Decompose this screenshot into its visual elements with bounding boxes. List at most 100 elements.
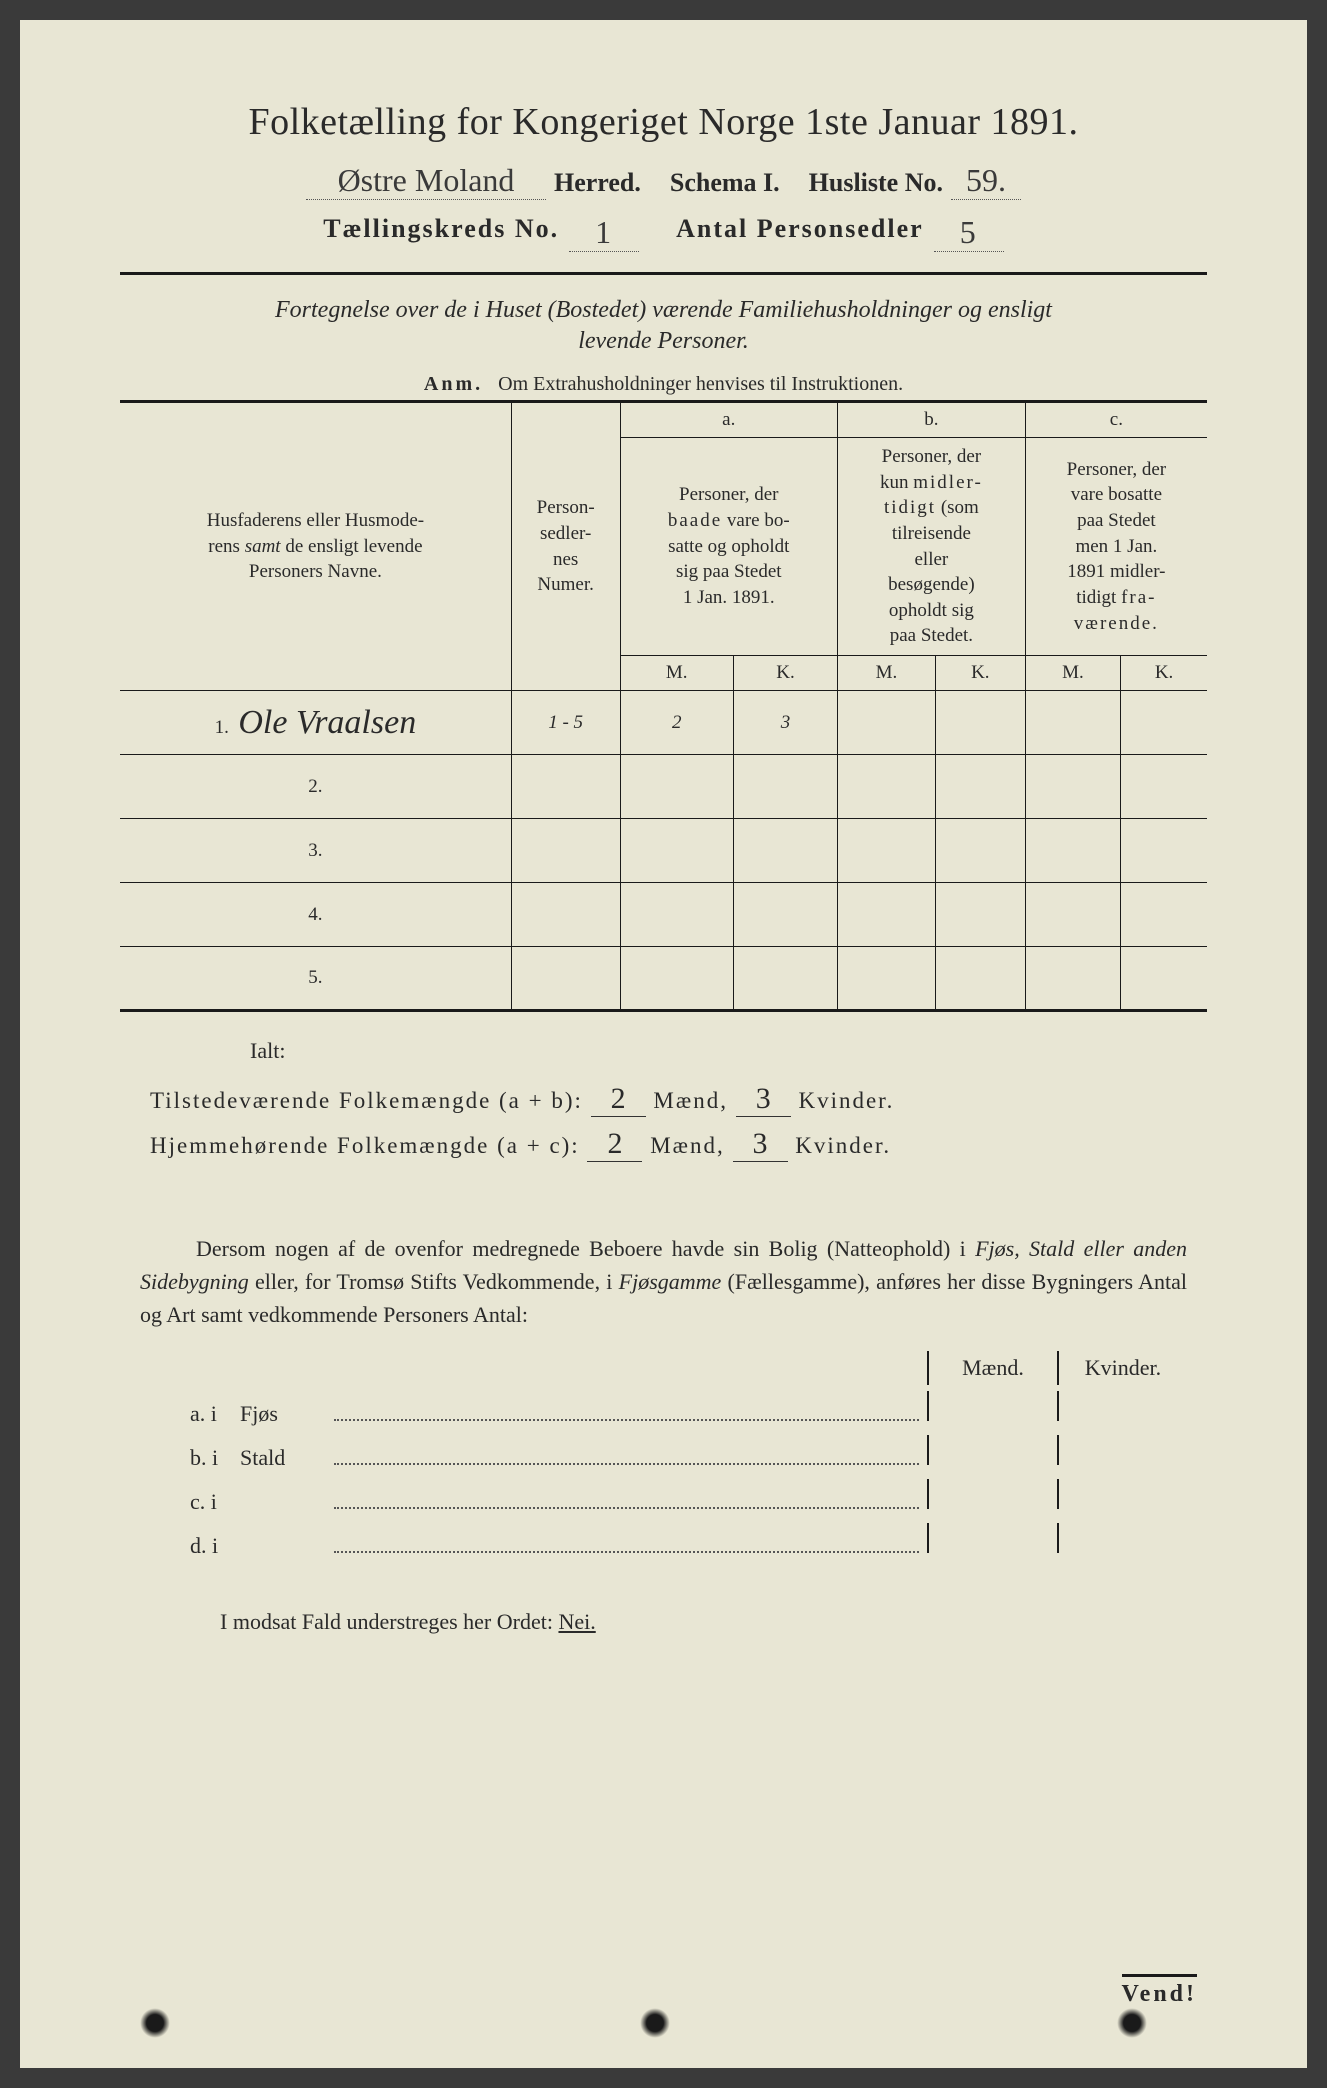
page-title: Folketælling for Kongeriget Norge 1ste J… bbox=[120, 100, 1207, 144]
side-type: Stald bbox=[240, 1445, 330, 1471]
dots bbox=[334, 1463, 919, 1465]
side-m bbox=[927, 1391, 1057, 1421]
row-ak: 3 bbox=[733, 691, 837, 755]
hdr-names: Husfaderens eller Husmode-rens samt de e… bbox=[120, 402, 511, 691]
paragraph: Dersom nogen af de ovenfor medregnede Be… bbox=[140, 1232, 1187, 1331]
side-m bbox=[927, 1479, 1057, 1509]
maend-label: Mænd, bbox=[653, 1088, 728, 1113]
row-cm bbox=[1025, 691, 1120, 755]
hdr-ck: K. bbox=[1121, 656, 1207, 691]
side-k bbox=[1057, 1435, 1187, 1465]
totals-row-1: Tilstedeværende Folkemængde (a + b): 2 M… bbox=[150, 1082, 1207, 1117]
side-k bbox=[1057, 1523, 1187, 1553]
side-type: Fjøs bbox=[240, 1401, 330, 1427]
row-ck bbox=[1121, 691, 1207, 755]
totals-row-2: Hjemmehørende Folkemængde (a + c): 2 Mæn… bbox=[150, 1127, 1207, 1162]
side-lab: a. i bbox=[190, 1401, 240, 1427]
table-row: 4. bbox=[120, 883, 1207, 947]
hdr-bk: K. bbox=[935, 656, 1025, 691]
table-row: 1. Ole Vraalsen 1 - 5 2 3 bbox=[120, 691, 1207, 755]
dots bbox=[334, 1419, 919, 1421]
anm-text: Om Extrahusholdninger henvises til Instr… bbox=[498, 373, 903, 395]
nei-line: I modsat Fald understreges her Ordet: Ne… bbox=[220, 1609, 1207, 1635]
row-name: 5. bbox=[120, 947, 511, 1011]
hdr-c-label: c. bbox=[1025, 402, 1207, 438]
ialt-label: Ialt: bbox=[250, 1038, 1207, 1064]
tot1-m: 2 bbox=[591, 1082, 646, 1117]
row-am: 2 bbox=[620, 691, 733, 755]
row-num: 1 - 5 bbox=[511, 691, 620, 755]
row-num bbox=[511, 883, 620, 947]
punch-hole bbox=[640, 2008, 670, 2038]
header-row-1: Østre Moland Herred. Schema I. Husliste … bbox=[120, 162, 1207, 200]
census-form-page: Folketælling for Kongeriget Norge 1ste J… bbox=[20, 20, 1307, 2068]
row-bm bbox=[838, 691, 936, 755]
side-k bbox=[1057, 1391, 1187, 1421]
nei-word: Nei. bbox=[558, 1609, 595, 1634]
side-lab: b. i bbox=[190, 1445, 240, 1471]
punch-hole bbox=[1117, 2008, 1147, 2038]
side-row: a. i Fjøs bbox=[190, 1391, 1187, 1427]
tot2-label: Hjemmehørende Folkemængde (a + c): bbox=[150, 1133, 580, 1158]
tot1-k: 3 bbox=[736, 1082, 791, 1117]
kreds-no: 1 bbox=[569, 214, 639, 252]
row-num bbox=[511, 947, 620, 1011]
row-num bbox=[511, 819, 620, 883]
hdr-a-text: Personer, derbaade vare bo-satte og opho… bbox=[620, 438, 838, 656]
table-row: 2. bbox=[120, 755, 1207, 819]
hdr-ak: K. bbox=[733, 656, 837, 691]
side-row: c. i bbox=[190, 1479, 1187, 1515]
hdr-am: M. bbox=[620, 656, 733, 691]
hdr-a-label: a. bbox=[620, 402, 838, 438]
description-line-2: levende Personer. bbox=[120, 328, 1207, 355]
husliste-label: Husliste No. bbox=[809, 168, 943, 198]
side-lab: d. i bbox=[190, 1533, 240, 1559]
husliste-no: 59. bbox=[951, 162, 1021, 200]
vend-label: Vend! bbox=[1122, 1974, 1197, 2008]
nei-text: I modsat Fald understreges her Ordet: bbox=[220, 1609, 553, 1634]
tot2-m: 2 bbox=[587, 1127, 642, 1162]
maend-label: Mænd, bbox=[650, 1133, 725, 1158]
side-lab: c. i bbox=[190, 1489, 240, 1515]
row-name: 2. bbox=[120, 755, 511, 819]
rule-1 bbox=[120, 272, 1207, 275]
table-row: 3. bbox=[120, 819, 1207, 883]
side-table: Mænd. Kvinder. a. i Fjøs b. i Stald c. i… bbox=[190, 1351, 1187, 1559]
hdr-numer: Person-sedler-nesNumer. bbox=[511, 402, 620, 691]
kreds-label: Tællingskreds No. bbox=[323, 214, 559, 252]
row-num bbox=[511, 755, 620, 819]
anm-line: Anm. Om Extrahusholdninger henvises til … bbox=[120, 373, 1207, 396]
row-name: 1. Ole Vraalsen bbox=[120, 691, 511, 755]
row-bk bbox=[935, 691, 1025, 755]
description-line-1: Fortegnelse over de i Huset (Bostedet) v… bbox=[120, 297, 1207, 324]
side-m bbox=[927, 1435, 1057, 1465]
herred-name: Østre Moland bbox=[306, 162, 546, 200]
side-header: Mænd. Kvinder. bbox=[190, 1351, 1187, 1385]
kvinder-label: Kvinder. bbox=[795, 1133, 891, 1158]
side-row: b. i Stald bbox=[190, 1435, 1187, 1471]
dots bbox=[334, 1507, 919, 1509]
row-name: 4. bbox=[120, 883, 511, 947]
antal-label: Antal Personsedler bbox=[676, 214, 924, 252]
tot2-k: 3 bbox=[733, 1127, 788, 1162]
main-table: Husfaderens eller Husmode-rens samt de e… bbox=[120, 400, 1207, 1012]
side-hdr-k: Kvinder. bbox=[1057, 1351, 1187, 1385]
punch-hole bbox=[140, 2008, 170, 2038]
header-row-2: Tællingskreds No. 1 Antal Personsedler 5 bbox=[120, 214, 1207, 252]
row-name: 3. bbox=[120, 819, 511, 883]
dots bbox=[334, 1551, 919, 1553]
table-row: 5. bbox=[120, 947, 1207, 1011]
anm-lead: Anm. bbox=[424, 373, 483, 395]
antal-val: 5 bbox=[934, 214, 1004, 252]
hdr-cm: M. bbox=[1025, 656, 1120, 691]
side-row: d. i bbox=[190, 1523, 1187, 1559]
kvinder-label: Kvinder. bbox=[798, 1088, 894, 1113]
schema-label: Schema I. bbox=[670, 168, 780, 198]
side-hdr-m: Mænd. bbox=[927, 1351, 1057, 1385]
hdr-b-text: Personer, derkun midler-tidigt (somtilre… bbox=[838, 438, 1026, 656]
hdr-c-text: Personer, dervare bosattepaa Stedetmen 1… bbox=[1025, 438, 1207, 656]
side-k bbox=[1057, 1479, 1187, 1509]
herred-label: Herred. bbox=[554, 168, 641, 198]
side-m bbox=[927, 1523, 1057, 1553]
hdr-bm: M. bbox=[838, 656, 936, 691]
